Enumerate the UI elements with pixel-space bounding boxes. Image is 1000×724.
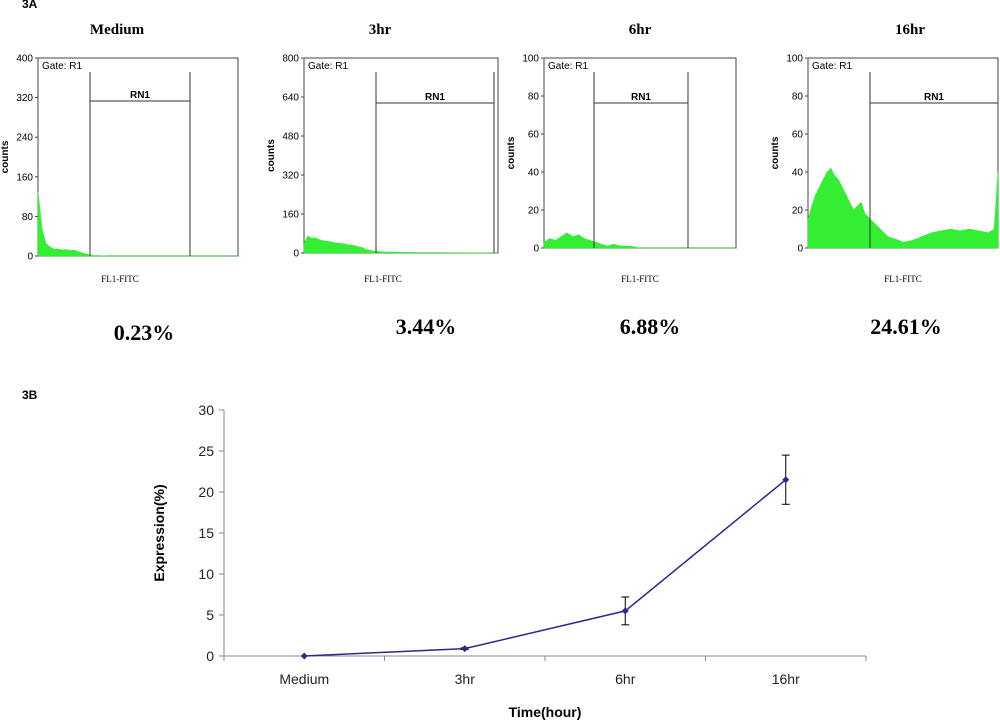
- histogram-fill: [543, 232, 736, 249]
- data-point: [300, 652, 308, 660]
- percent-medium: 0.23%: [113, 320, 175, 345]
- y-tick-label: 320: [16, 93, 33, 104]
- histogram-16hr: RN1 Gate: R1 0 20 40 60 80 100 counts FL1-FITC: [770, 54, 999, 284]
- x-tick-label: 16hr: [772, 671, 800, 687]
- x-axis-label-6hr: FL1-FITC: [621, 274, 659, 284]
- data-point: [782, 476, 790, 484]
- y-tick-label: 60: [792, 130, 804, 141]
- gate-text-3hr: Gate: R1: [308, 61, 348, 72]
- y-tick-label: 0: [27, 252, 33, 263]
- histogram-title-6hr: 6hr: [628, 22, 652, 38]
- histogram-title-medium: Medium: [89, 22, 145, 38]
- y-tick-label: 60: [528, 130, 540, 141]
- gate-text-6hr: Gate: R1: [548, 61, 588, 72]
- y-tick-label: 100: [786, 54, 803, 65]
- y-tick-label: 0: [533, 244, 539, 255]
- data-point: [621, 607, 629, 615]
- histogram-fill: [807, 167, 999, 249]
- y-tick-label: 480: [282, 132, 299, 143]
- y-tick-label: 640: [282, 93, 299, 104]
- y-tick-label: 80: [22, 212, 34, 223]
- histogram-6hr: RN1 Gate: R1 0 20 40 60 80 100 counts FL1-FITC: [506, 54, 737, 284]
- y-tick-label: 40: [528, 168, 540, 179]
- y-tick-label: 0: [797, 244, 803, 255]
- y-tick-label: 800: [282, 54, 299, 65]
- percent-6hr: 6.88%: [619, 314, 681, 339]
- x-axis-label-16hr: FL1-FITC: [884, 274, 922, 284]
- y-tick-label: 30: [198, 402, 214, 418]
- y-tick-label: 20: [528, 206, 540, 217]
- histogram-fill: [37, 191, 238, 257]
- percent-16hr: 24.61%: [870, 314, 942, 339]
- y-tick-label: 160: [16, 172, 33, 183]
- y-tick-label: 5: [206, 607, 214, 623]
- region-label-3hr: RN1: [425, 92, 445, 103]
- panel-a-label: 3A: [22, 0, 38, 11]
- x-tick-label: Medium: [279, 671, 329, 687]
- y-axis-title: Expression(%): [151, 484, 167, 581]
- y-tick-label: 80: [528, 92, 540, 103]
- y-tick-label: 320: [282, 171, 299, 182]
- y-axis-label-medium: counts: [0, 140, 11, 173]
- region-label-6hr: RN1: [631, 92, 651, 103]
- y-tick-label: 0: [293, 249, 299, 260]
- percent-3hr: 3.44%: [395, 314, 457, 339]
- histogram-3hr: RN1 Gate: R1 0 160 320 480 640 800 counts FL1-FIT…: [266, 54, 499, 284]
- y-tick-label: 240: [16, 133, 33, 144]
- histogram-fill: [303, 235, 499, 254]
- y-tick-label: 25: [198, 443, 214, 459]
- y-tick-label: 10: [198, 566, 214, 582]
- gate-text-medium: Gate: R1: [42, 61, 82, 72]
- region-label-medium: RN1: [130, 90, 150, 101]
- y-tick-label: 0: [206, 648, 214, 664]
- data-point: [461, 645, 469, 653]
- series-line: [304, 479, 787, 657]
- y-tick-label: 20: [198, 484, 214, 500]
- panel-b-label: 3B: [22, 388, 38, 402]
- x-axis-title: Time(hour): [509, 704, 582, 720]
- region-label-16hr: RN1: [924, 92, 944, 103]
- x-axis-label-3hr: FL1-FITC: [364, 274, 402, 284]
- y-tick-label: 100: [522, 54, 539, 65]
- gate-text-16hr: Gate: R1: [812, 61, 852, 72]
- y-tick-label: 15: [198, 525, 214, 541]
- y-tick-label: 400: [16, 54, 33, 65]
- y-tick-label: 20: [792, 206, 804, 217]
- histogram-title-3hr: 3hr: [368, 22, 392, 38]
- y-tick-label: 40: [792, 168, 804, 179]
- y-axis-label-3hr: counts: [266, 139, 277, 172]
- y-tick-label: 80: [792, 92, 804, 103]
- histogram-medium: RN1 Gate: R1 0 80 160 240 320 400 counts FL1-FITC: [0, 54, 239, 284]
- y-axis-label-16hr: counts: [770, 136, 781, 169]
- x-axis-label-medium: FL1-FITC: [101, 274, 139, 284]
- histogram-title-16hr: 16hr: [895, 22, 925, 38]
- x-tick-label: 6hr: [615, 671, 636, 687]
- y-tick-label: 160: [282, 210, 299, 221]
- x-tick-label: 3hr: [455, 671, 476, 687]
- y-axis-label-6hr: counts: [506, 136, 517, 169]
